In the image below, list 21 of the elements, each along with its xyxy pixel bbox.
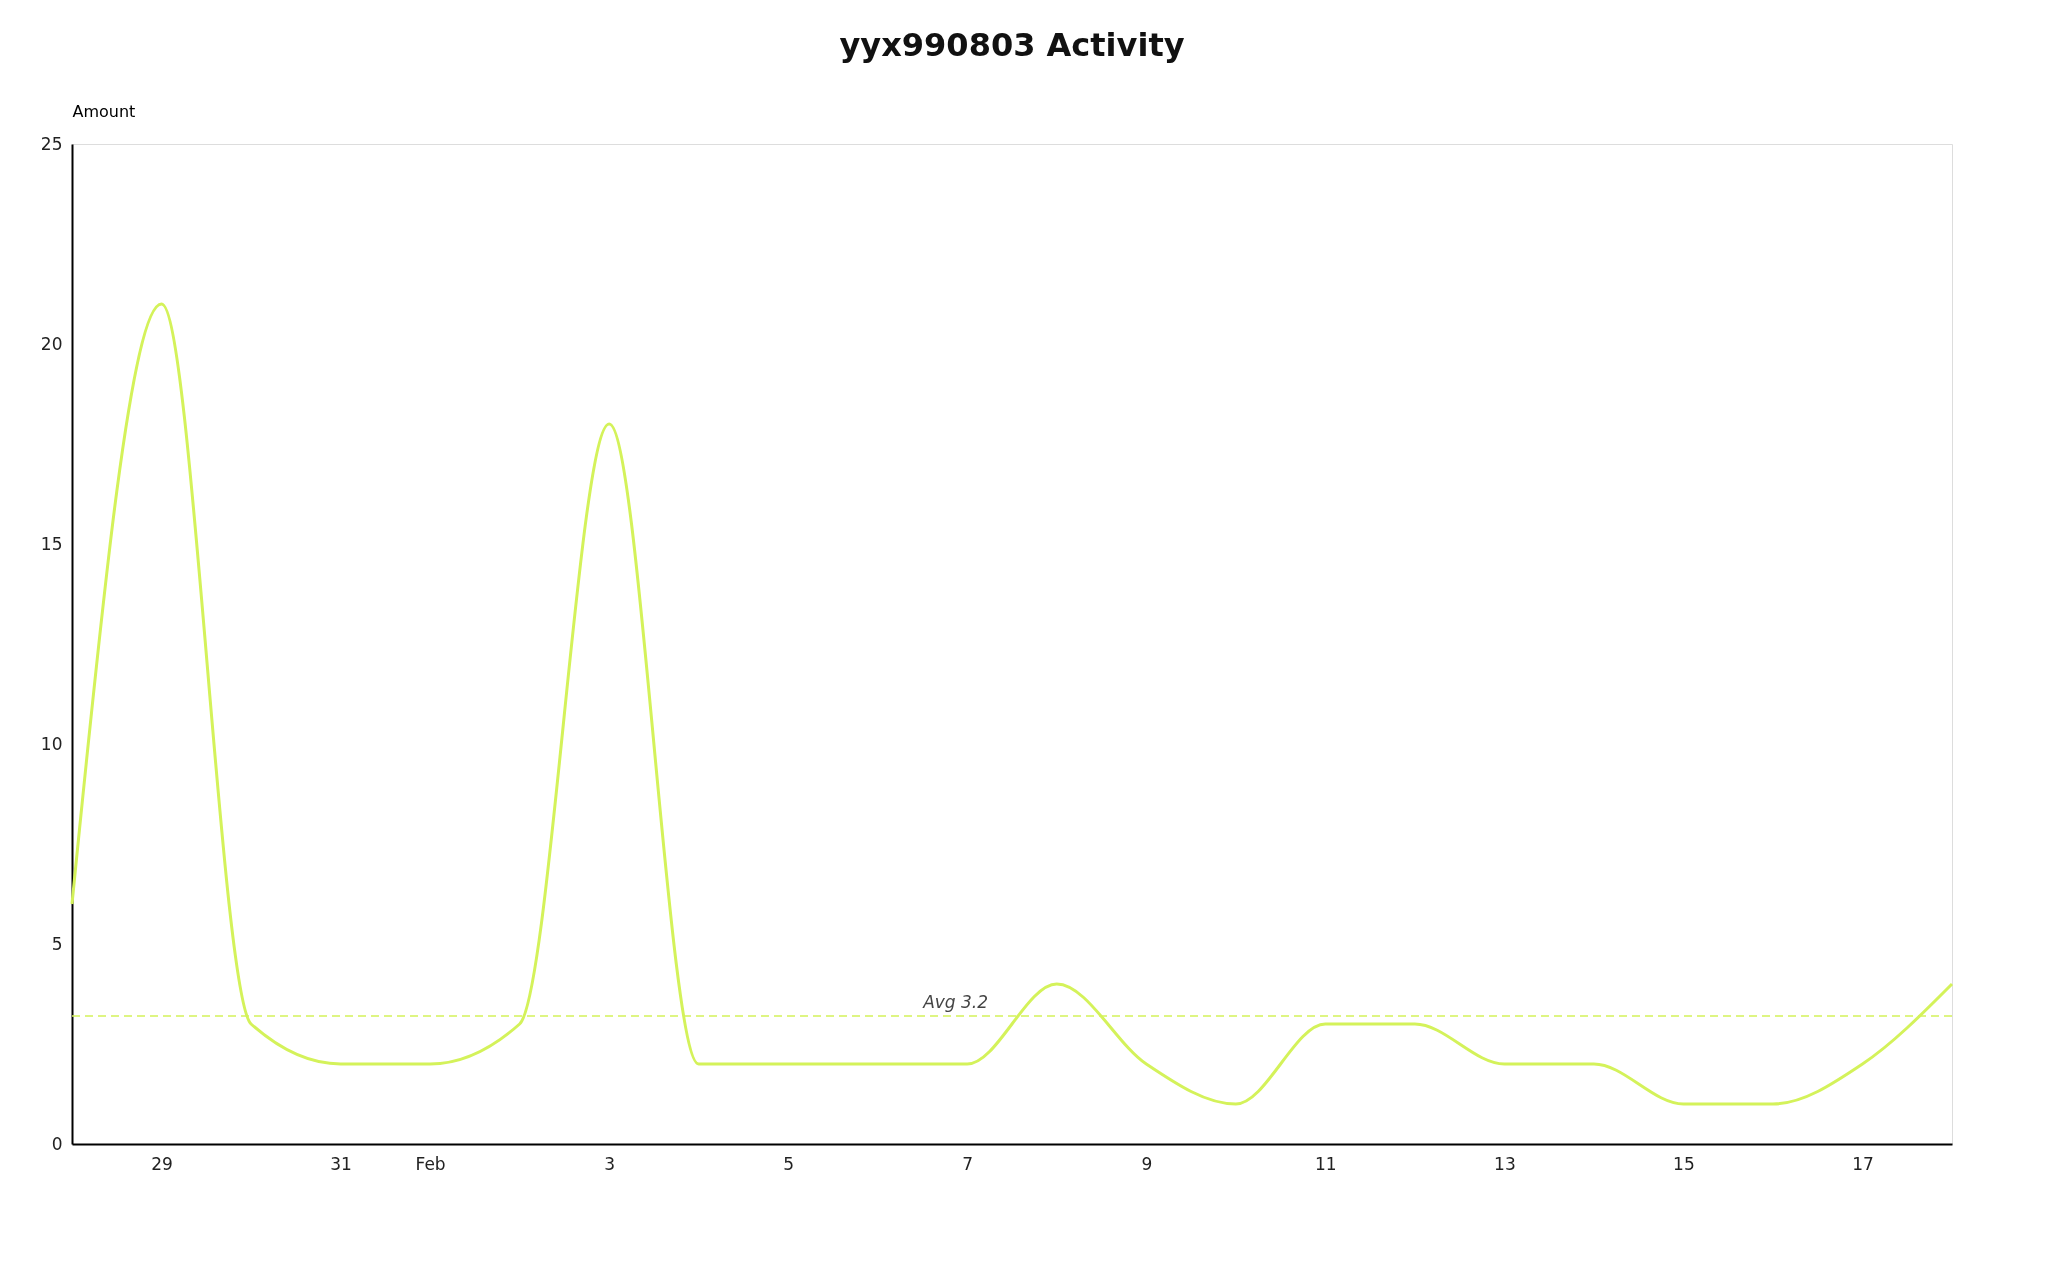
y-tick-label: 15 [40, 533, 63, 554]
line-series [70, 302, 1954, 1106]
x-tick-label: 11 [1315, 1153, 1337, 1174]
x-tick-label: 13 [1494, 1153, 1516, 1174]
x-tick-label: 5 [783, 1153, 795, 1174]
y-tick-label: 0 [51, 1133, 63, 1154]
x-tick-label: Feb [415, 1153, 446, 1174]
y-tick-label: 5 [51, 933, 63, 954]
chart-title: yyx990803 Activity [839, 26, 1185, 64]
x-tick-label: 3 [604, 1153, 616, 1174]
x-tick-label: 29 [151, 1153, 173, 1174]
y-tick-label: 20 [40, 333, 63, 354]
x-tick-label: 7 [962, 1153, 974, 1174]
x-tick-label: 15 [1673, 1153, 1695, 1174]
ref-line-label: Avg 3.2 [922, 992, 989, 1012]
x-tick-label: 9 [1141, 1153, 1153, 1174]
x-tick-label: 31 [330, 1153, 352, 1174]
y-tick-label: 25 [40, 133, 63, 154]
y-tick-label: 10 [40, 733, 63, 754]
x-tick-label: 17 [1852, 1153, 1874, 1174]
y-axis-title: Amount [72, 101, 136, 121]
